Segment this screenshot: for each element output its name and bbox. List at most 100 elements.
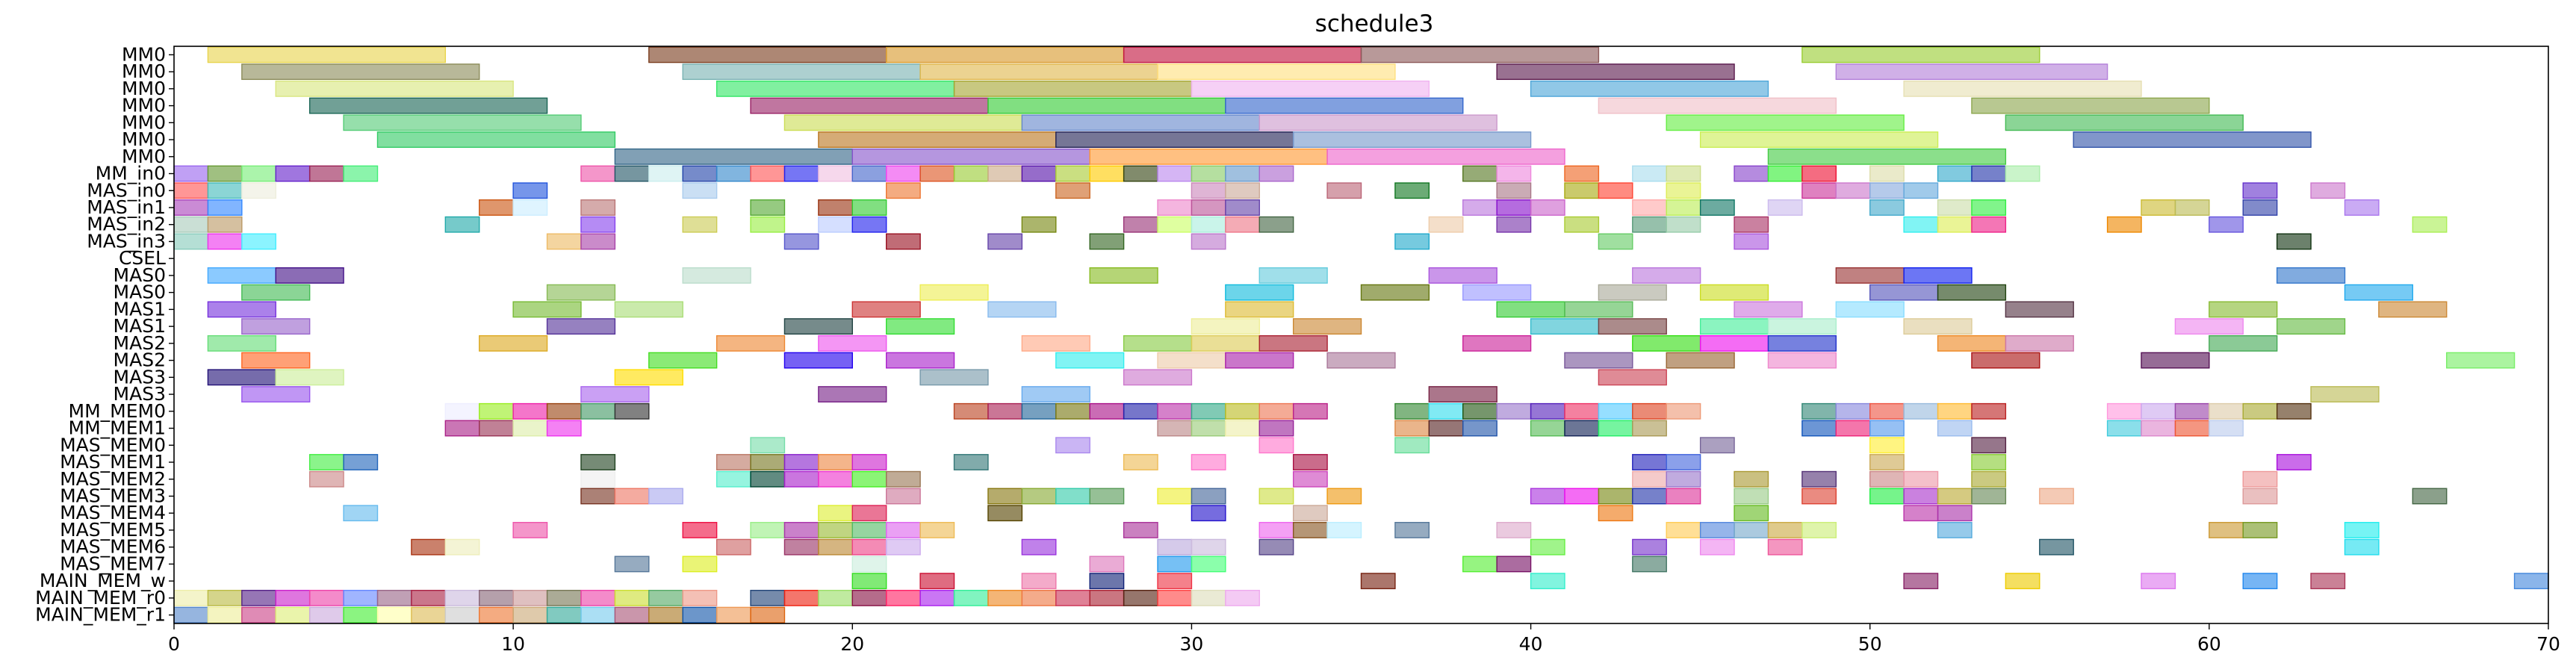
task-bar [1496,402,1532,420]
task-bar [1123,216,1158,233]
task-bar [2141,199,2176,216]
task-bar [2310,386,2380,403]
task-bar [818,335,887,352]
task-bar [1021,114,1260,131]
task-bar [207,46,447,63]
task-bar [851,216,887,233]
task-bar [1801,522,1837,538]
task-bar [308,165,344,182]
task-bar [1869,420,1905,437]
task-bar [716,165,751,182]
task-bar [1258,538,1294,556]
task-bar [1191,556,1226,573]
task-bar [343,589,379,606]
task-bar [750,470,786,488]
task-bar [1021,386,1090,403]
task-bar [818,538,853,556]
task-bar [2446,352,2516,369]
task-bar [919,522,955,538]
task-bar [207,369,276,386]
task-bar [479,402,514,420]
task-bar [1734,216,1769,233]
y-tick-label: MAS_MEM5 [60,519,166,541]
task-bar [241,165,276,182]
task-bar [1157,352,1226,369]
task-bar [1157,402,1193,420]
task-bar [1767,538,1803,556]
task-bar [1869,199,1905,216]
task-bar [1971,488,2007,505]
task-bar [1292,522,1328,538]
task-bar [851,589,887,606]
task-bar [1123,165,1158,182]
task-bar [1632,470,1667,488]
task-bar [1869,402,1905,420]
task-bar [1225,199,1260,216]
task-bar [1462,402,1498,420]
task-bar [885,46,1125,63]
task-bar [818,386,887,403]
task-bar [885,352,955,369]
task-bar [1598,369,1667,386]
task-bar [479,589,514,606]
task-bar [1767,335,1837,352]
task-bar [241,352,311,369]
task-bar [1089,556,1125,573]
task-bar [1666,488,1701,505]
y-tick-label: MAS1 [114,315,166,337]
task-bar [275,267,344,284]
task-bar [1971,97,2210,114]
task-bar [1394,420,1430,437]
task-bar [2310,182,2346,199]
task-bar [1767,199,1803,216]
y-tick-label: MAS_in3 [87,230,166,252]
task-bar [1258,335,1328,352]
task-bar [1835,182,1871,199]
task-bar [1258,522,1294,538]
task-bar [512,301,582,318]
task-bar [1225,216,1260,233]
task-bar [1869,182,1905,199]
task-bar [1191,233,1226,250]
task-bar [479,335,548,352]
task-bar [1191,589,1226,606]
task-bar [1157,165,1193,182]
task-bar [2005,301,2074,318]
task-bar [1157,199,1193,216]
task-bar [1598,318,1667,335]
task-bar [275,369,344,386]
task-bar [682,216,718,233]
task-bar [580,216,616,233]
task-bar [1123,589,1158,606]
task-bar [919,573,955,590]
task-bar [1767,318,1837,335]
task-bar [343,114,582,131]
task-bar [987,165,1023,182]
task-bar [241,386,311,403]
task-bar [1734,165,1769,182]
task-bar [1598,182,1633,199]
task-bar [1564,420,1600,437]
task-bar [1564,301,1633,318]
task-bar [1021,402,1057,420]
task-bar [1801,182,1837,199]
task-bar [1055,131,1294,148]
task-bar [1089,573,1125,590]
task-bar [1598,402,1633,420]
y-tick-label: MAS_in0 [87,179,166,201]
task-bar [1632,335,1701,352]
task-bar [207,267,276,284]
task-bar [580,470,616,488]
task-bar [1666,352,1735,369]
task-bar [207,182,243,199]
task-bar [1699,437,1735,454]
task-bar [750,165,786,182]
task-bar [241,233,276,250]
task-bar [376,131,616,148]
task-bar [411,538,447,556]
y-tick-label: MAIN_MEM_r1 [35,604,166,626]
task-bar [308,589,344,606]
task-bar [1903,573,1939,590]
task-bar [851,454,887,470]
task-bar [580,199,616,216]
